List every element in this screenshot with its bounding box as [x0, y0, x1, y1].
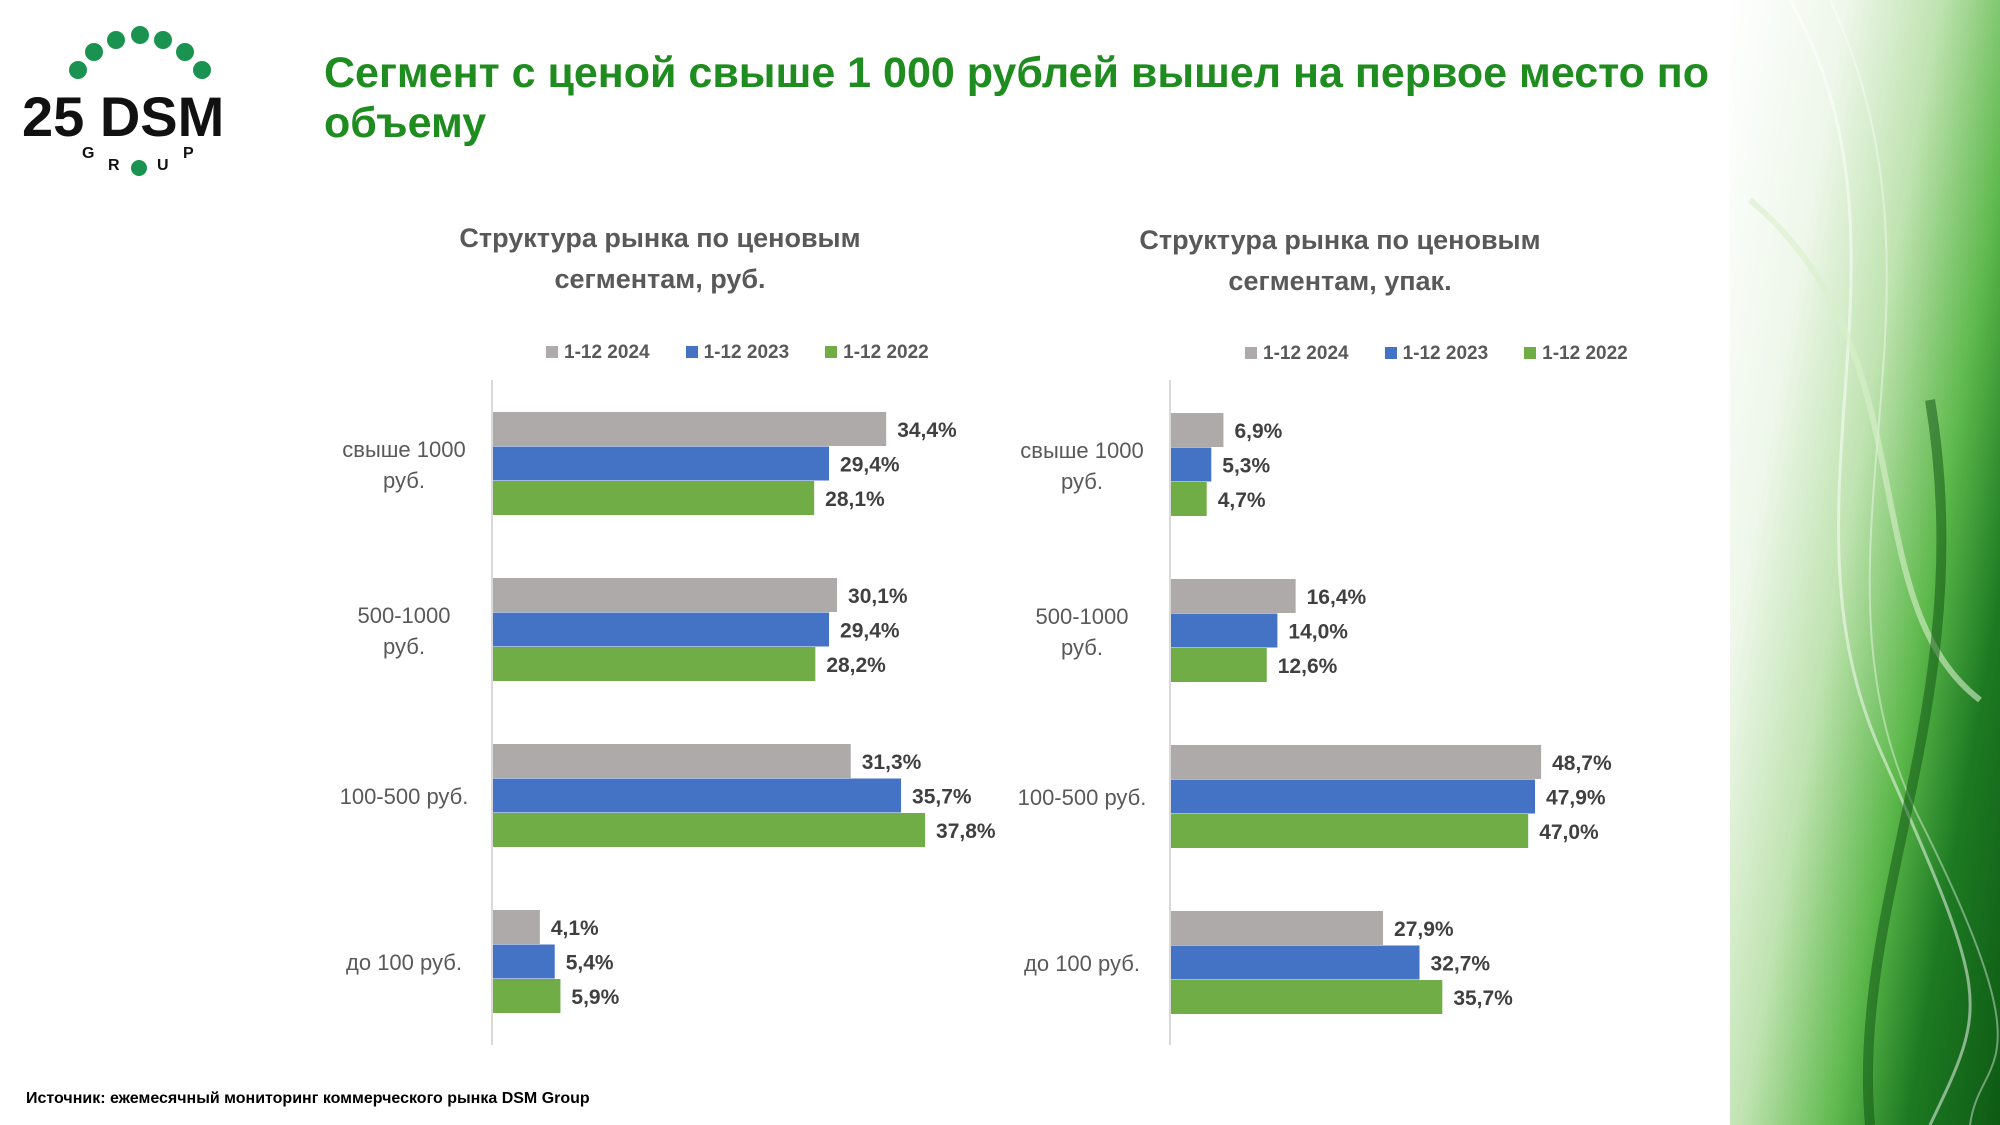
- data-label: 6,9%: [1234, 420, 1282, 443]
- legend-rub: 1-12 2024 1-12 2023 1-12 2022: [546, 342, 929, 364]
- data-label: 16,4%: [1307, 586, 1367, 609]
- bar: [1171, 911, 1384, 945]
- bar: [1171, 579, 1296, 613]
- category-label: 100-500 руб.: [1018, 785, 1147, 810]
- legend-item-2024: 1-12 2024: [546, 342, 650, 364]
- bar: [1171, 447, 1212, 482]
- bar: [1171, 482, 1207, 516]
- data-label: 47,0%: [1539, 821, 1599, 844]
- bar: [1171, 648, 1267, 682]
- bar: [493, 813, 926, 847]
- bar: [493, 647, 816, 681]
- bar: [493, 412, 887, 446]
- data-label: 5,4%: [566, 952, 614, 975]
- data-label: 14,0%: [1288, 621, 1348, 644]
- data-label: 28,2%: [826, 654, 886, 677]
- bar: [493, 578, 838, 612]
- dsm-group-logo: 25 DSM G R U P: [20, 18, 260, 183]
- bar: [493, 744, 851, 778]
- bar: [1171, 814, 1529, 848]
- data-label: 48,7%: [1552, 752, 1612, 775]
- data-label: 27,9%: [1394, 918, 1454, 941]
- category-label: до 100 руб.: [1024, 951, 1140, 976]
- category-label: 500-1000 руб.: [358, 603, 451, 659]
- data-label: 29,4%: [840, 620, 900, 643]
- category-label: свыше 1000 руб.: [1020, 438, 1143, 494]
- data-label: 34,4%: [897, 419, 957, 442]
- legend-pack: 1-12 2024 1-12 2023 1-12 2022: [1245, 343, 1628, 365]
- legend-item-2024: 1-12 2024: [1245, 343, 1349, 365]
- data-label: 12,6%: [1278, 655, 1338, 678]
- data-label: 28,1%: [825, 488, 885, 511]
- bar: [1171, 945, 1420, 980]
- bar: [493, 910, 540, 944]
- bar: [1171, 779, 1536, 814]
- category-label: свыше 1000 руб.: [342, 437, 465, 493]
- data-label: 47,9%: [1546, 787, 1606, 810]
- bar: [493, 446, 830, 481]
- bar: [493, 481, 815, 515]
- bar: [1171, 980, 1443, 1014]
- chart-title-rub: Структура рынка по ценовым сегментам, ру…: [459, 223, 861, 294]
- page-title: Сегмент с ценой свыше 1 000 рублей вышел…: [324, 49, 1710, 147]
- bar: [1171, 745, 1542, 779]
- data-label: 35,7%: [912, 786, 972, 809]
- category-label: 500-1000 руб.: [1036, 604, 1129, 660]
- data-label: 37,8%: [936, 820, 996, 843]
- legend-item-2022: 1-12 2022: [1524, 343, 1628, 365]
- data-label: 30,1%: [848, 585, 908, 608]
- bar: [493, 612, 830, 647]
- chart-title-pack: Структура рынка по ценовым сегментам, уп…: [1139, 225, 1541, 296]
- svg-text:25 DSM: 25 DSM: [22, 85, 224, 148]
- legend-item-2023: 1-12 2023: [685, 342, 789, 364]
- bar: [493, 778, 902, 813]
- bar: [493, 979, 561, 1013]
- category-label: до 100 руб.: [346, 950, 462, 975]
- svg-text:P: P: [183, 145, 194, 162]
- data-label: 5,9%: [571, 986, 619, 1009]
- bar: [1171, 413, 1224, 447]
- bar: [493, 944, 555, 979]
- source-note: Источник: ежемесячный мониторинг коммерч…: [26, 1090, 590, 1107]
- data-label: 29,4%: [840, 454, 900, 477]
- bar: [1171, 613, 1278, 648]
- decorative-green-swirl: [1730, 0, 2000, 1125]
- svg-text:U: U: [157, 157, 169, 174]
- svg-text:R: R: [108, 157, 120, 174]
- legend-item-2022: 1-12 2022: [825, 342, 929, 364]
- data-label: 4,7%: [1218, 489, 1266, 512]
- svg-text:G: G: [82, 145, 94, 162]
- data-label: 5,3%: [1222, 455, 1270, 478]
- data-label: 35,7%: [1453, 987, 1513, 1010]
- legend-item-2023: 1-12 2023: [1384, 343, 1488, 365]
- data-label: 4,1%: [551, 917, 599, 940]
- category-label: 100-500 руб.: [340, 784, 469, 809]
- data-label: 31,3%: [862, 751, 922, 774]
- data-label: 32,7%: [1431, 953, 1491, 976]
